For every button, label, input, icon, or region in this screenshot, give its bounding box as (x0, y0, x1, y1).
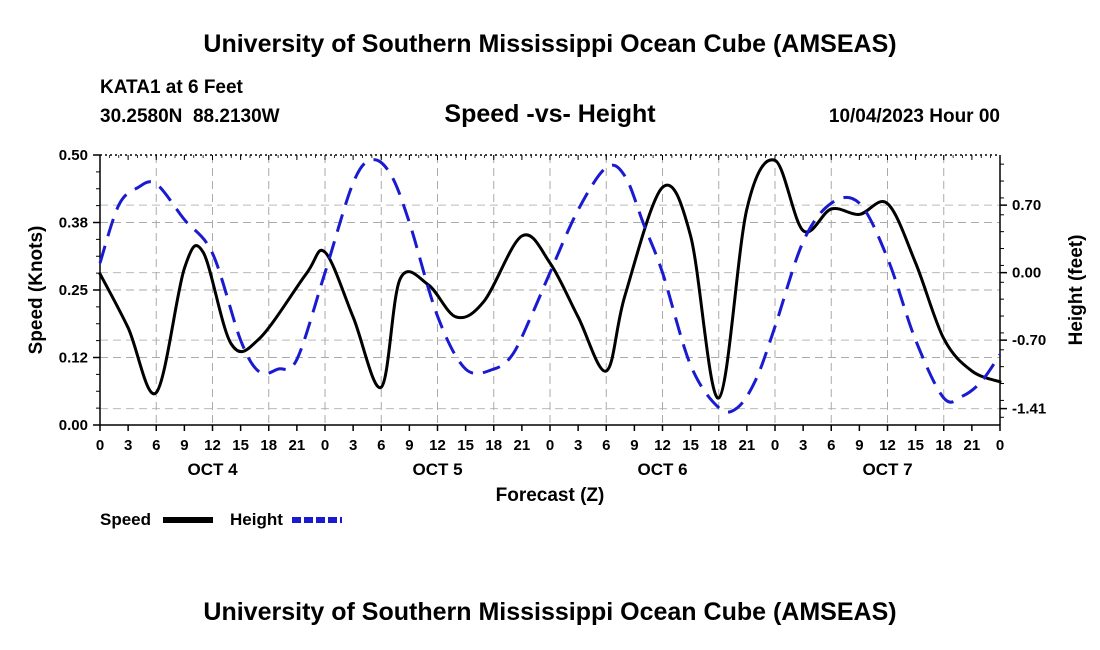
x-tick-label: 18 (710, 437, 727, 454)
x-tick-label: 3 (799, 437, 807, 454)
legend-label-speed: Speed (100, 510, 151, 529)
chart-subtitle: Speed -vs- Height (444, 100, 656, 128)
day-label: OCT 7 (862, 460, 912, 479)
x-tick-label: 0 (546, 437, 554, 454)
y2-axis-label: Height (feet) (1066, 235, 1087, 346)
y2-tick-label: 0.00 (1012, 265, 1041, 282)
x-axis-label: Forecast (Z) (496, 485, 605, 506)
y-axis-label: Speed (Knots) (26, 226, 47, 355)
x-tick-label: 9 (180, 437, 188, 454)
x-tick-label: 21 (514, 437, 531, 454)
y-tick-label: 0.25 (59, 282, 88, 299)
forecast-timestamp: 10/04/2023 Hour 00 (828, 106, 1000, 127)
x-tick-label: 12 (429, 437, 446, 454)
x-tick-label: 9 (405, 437, 413, 454)
x-tick-label: 12 (654, 437, 671, 454)
x-tick-label: 21 (289, 437, 306, 454)
x-tick-label: 6 (602, 437, 610, 454)
y2-tick-label: 0.70 (1012, 197, 1041, 214)
x-tick-label: 9 (630, 437, 638, 454)
day-label: OCT 6 (637, 460, 687, 479)
x-tick-label: 21 (739, 437, 756, 454)
x-tick-label: 6 (827, 437, 835, 454)
x-tick-label: 0 (996, 437, 1004, 454)
y-tick-label: 0.38 (59, 215, 88, 232)
chart-title: University of Southern Mississippi Ocean… (203, 30, 897, 58)
x-tick-label: 12 (879, 437, 896, 454)
x-tick-label: 3 (574, 437, 582, 454)
series-line-speed (98, 158, 1002, 400)
y-tick-label: 0.00 (59, 417, 88, 434)
station-coordinates: 30.2580N 88.2130W (100, 106, 280, 127)
x-tick-label: 6 (152, 437, 160, 454)
series-line-height (98, 158, 1002, 414)
x-tick-label: 0 (771, 437, 779, 454)
legend-label-height: Height (230, 510, 283, 529)
day-label: OCT 5 (412, 460, 462, 479)
y2-tick-label: -1.41 (1012, 401, 1046, 418)
x-tick-label: 18 (485, 437, 502, 454)
x-tick-label: 0 (321, 437, 329, 454)
x-tick-label: 15 (682, 437, 699, 454)
y-tick-label: 0.12 (59, 350, 88, 367)
x-tick-label: 6 (377, 437, 385, 454)
x-tick-label: 18 (935, 437, 952, 454)
x-tick-label: 21 (964, 437, 981, 454)
y2-tick-label: -0.70 (1012, 332, 1046, 349)
day-label: OCT 4 (187, 460, 238, 479)
footer-title: University of Southern Mississippi Ocean… (203, 598, 897, 626)
x-tick-label: 15 (457, 437, 474, 454)
x-tick-label: 15 (232, 437, 249, 454)
x-tick-label: 18 (260, 437, 277, 454)
y-tick-label: 0.50 (59, 147, 88, 164)
x-tick-label: 3 (124, 437, 132, 454)
station-name: KATA1 at 6 Feet (100, 77, 243, 98)
x-tick-label: 15 (907, 437, 924, 454)
x-tick-label: 0 (96, 437, 104, 454)
x-tick-label: 9 (855, 437, 863, 454)
x-tick-label: 12 (204, 437, 221, 454)
x-tick-label: 3 (349, 437, 357, 454)
